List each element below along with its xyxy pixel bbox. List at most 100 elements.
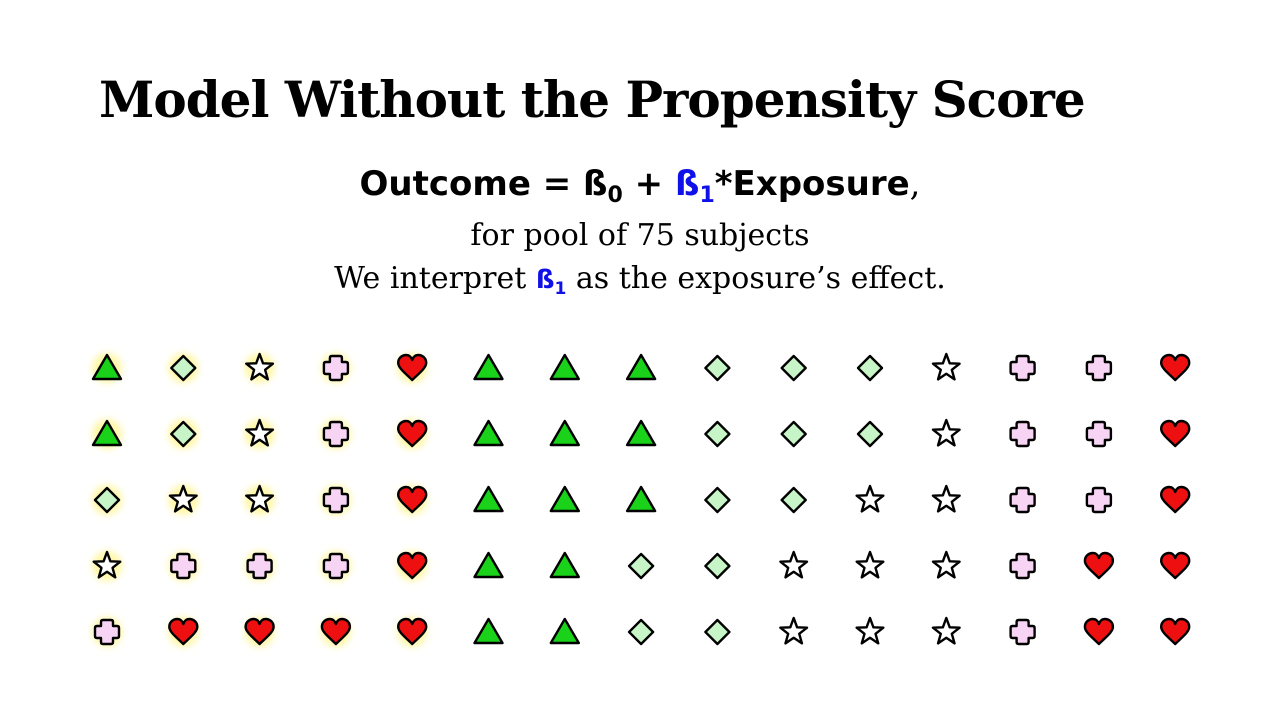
subject-heart-icon	[397, 419, 428, 449]
heart-shape	[1083, 617, 1115, 646]
cross-shape	[322, 354, 350, 382]
subject-triangle-icon	[625, 485, 657, 513]
diamond-shape	[704, 354, 731, 382]
heart-shape	[397, 353, 428, 382]
subject-cross-icon	[1009, 552, 1036, 580]
subject-diamond-icon	[168, 419, 199, 449]
subject-star-icon	[779, 616, 809, 645]
subject-cross-icon	[1009, 618, 1036, 646]
subject-triangle-icon	[473, 485, 504, 513]
subject-star-icon	[244, 352, 275, 383]
cross-shape	[170, 552, 197, 580]
subject-star-icon	[244, 484, 275, 515]
subject-heart-icon	[397, 617, 428, 647]
subject-cross-icon	[1009, 420, 1036, 448]
triangle-shape	[549, 617, 580, 645]
star-shape	[245, 418, 275, 447]
diamond-shape	[780, 486, 807, 514]
subject-triangle-icon	[473, 353, 504, 381]
star-shape	[779, 616, 809, 645]
cross-shape	[322, 552, 350, 580]
subject-star-icon	[931, 418, 961, 447]
diamond-shape	[704, 618, 731, 646]
star-shape	[92, 550, 122, 579]
triangle-shape	[91, 353, 123, 381]
equation-lhs: Outcome = ß	[359, 164, 608, 204]
subject-diamond-icon	[704, 420, 731, 448]
subject-diamond-icon	[627, 552, 655, 580]
diamond-shape	[780, 354, 807, 382]
subject-heart-icon	[1083, 551, 1115, 580]
cross-shape	[1085, 354, 1113, 382]
subject-triangle-icon	[473, 551, 504, 579]
heart-shape	[244, 617, 275, 646]
subject-diamond-icon	[704, 486, 731, 514]
cross-shape	[93, 618, 121, 646]
interpretation-line: We interpret ß1 as the exposure’s effect…	[0, 261, 1280, 299]
triangle-shape	[625, 485, 657, 513]
subject-star-icon	[931, 352, 961, 381]
subject-star-icon	[931, 484, 961, 513]
subject-star-icon	[779, 550, 809, 579]
subject-diamond-icon	[92, 485, 122, 515]
diamond-shape	[856, 420, 884, 448]
subject-diamond-icon	[780, 420, 807, 448]
triangle-shape	[473, 353, 504, 381]
beta1-symbol: ß1	[674, 164, 715, 207]
cross-shape	[1085, 486, 1113, 514]
diamond-shape	[704, 486, 731, 514]
subject-triangle-icon	[473, 419, 504, 447]
heart-shape	[1083, 551, 1115, 580]
diamond-shape	[170, 420, 197, 448]
subject-heart-icon	[1083, 617, 1115, 646]
triangle-shape	[473, 617, 504, 645]
diamond-shape	[856, 354, 884, 382]
triangle-shape	[549, 551, 580, 579]
subject-star-icon	[931, 550, 961, 579]
subject-heart-icon	[244, 617, 275, 647]
interpret-before: We interpret	[334, 261, 536, 296]
subject-cross-icon	[320, 419, 351, 449]
triangle-shape	[91, 419, 123, 447]
diamond-shape	[93, 486, 121, 514]
heart-shape	[1159, 419, 1191, 448]
subject-cross-icon	[244, 551, 275, 581]
subject-diamond-icon	[704, 552, 731, 580]
subject-cross-icon	[320, 485, 351, 515]
interpret-beta1-subscript: 1	[554, 279, 567, 299]
subject-triangle-icon	[625, 353, 657, 381]
subject-heart-icon	[1159, 485, 1191, 514]
subject-triangle-icon	[549, 551, 580, 579]
heart-shape	[397, 485, 428, 514]
equation-comma: ,	[909, 164, 921, 204]
subject-star-icon	[244, 418, 275, 449]
heart-shape	[168, 617, 199, 646]
cross-shape	[322, 486, 350, 514]
beta1-letter: ß	[674, 164, 700, 204]
subject-diamond-icon	[704, 618, 731, 646]
interpret-after: as the exposure’s effect.	[566, 261, 946, 296]
star-shape	[245, 484, 275, 513]
subject-cross-icon	[1009, 486, 1036, 514]
triangle-shape	[625, 419, 657, 447]
diamond-shape	[627, 552, 655, 580]
heart-shape	[397, 617, 428, 646]
star-shape	[245, 352, 275, 381]
triangle-shape	[549, 485, 580, 513]
star-shape	[855, 616, 885, 645]
subject-star-icon	[92, 550, 122, 581]
subject-diamond-icon	[627, 618, 655, 646]
subject-star-icon	[855, 550, 885, 579]
diamond-shape	[704, 552, 731, 580]
heart-shape	[1159, 485, 1191, 514]
subject-cross-icon	[1085, 420, 1113, 448]
subject-diamond-icon	[168, 353, 199, 383]
slide-title: Model Without the Propensity Score	[99, 70, 1086, 129]
triangle-shape	[473, 485, 504, 513]
heart-shape	[1159, 617, 1191, 646]
triangle-shape	[549, 419, 580, 447]
star-shape	[931, 484, 961, 513]
diamond-shape	[627, 618, 655, 646]
subject-triangle-icon	[549, 419, 580, 447]
subject-heart-icon	[397, 485, 428, 515]
